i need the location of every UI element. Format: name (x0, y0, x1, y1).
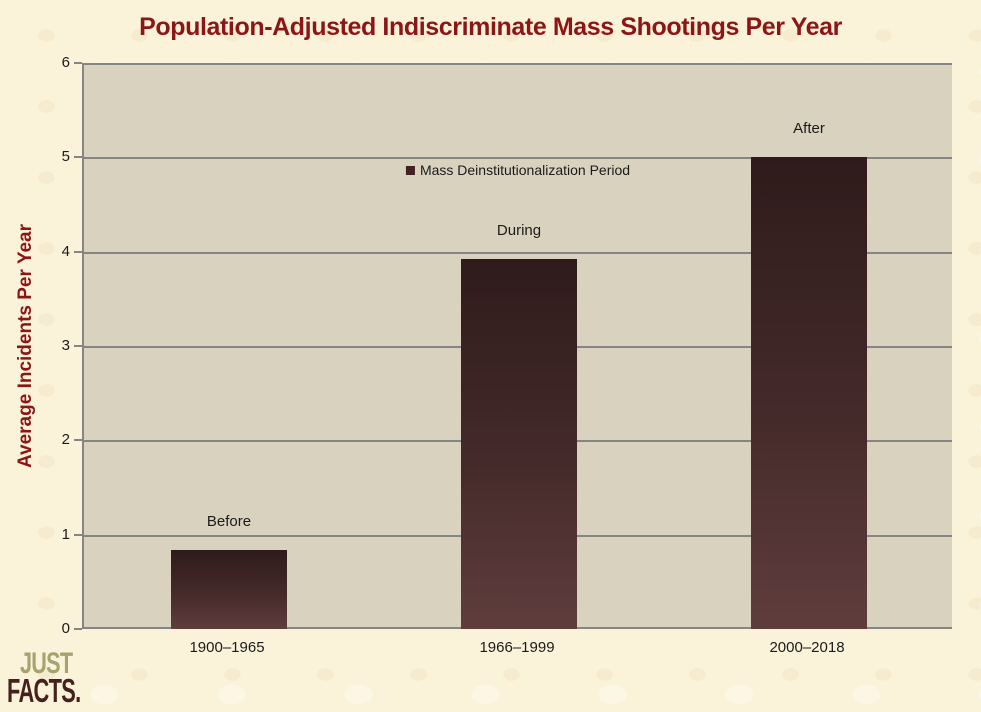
y-tick-mark (74, 251, 82, 253)
y-tick-label: 6 (61, 54, 70, 71)
x-tick-label: 1966–1999 (479, 639, 555, 656)
y-tick-mark (74, 156, 82, 158)
y-tick-label: 5 (61, 148, 70, 165)
gridline-y5 (84, 157, 952, 159)
x-tick-label: 1900–1965 (189, 639, 265, 656)
y-tick-label: 3 (61, 337, 70, 354)
legend-marker-icon (405, 165, 415, 175)
bar-label-after: After (793, 120, 825, 137)
y-tick-mark (74, 439, 82, 441)
y-tick-mark (74, 628, 82, 630)
y-tick-label: 4 (61, 243, 70, 260)
legend-label: Mass Deinstitutionalization Period (419, 162, 631, 178)
y-axis-title: Average Incidents Per Year (15, 224, 36, 468)
bar-after (751, 157, 867, 629)
legend: Mass Deinstitutionalization Period (405, 162, 631, 178)
x-tick-label: 2000–2018 (769, 639, 845, 656)
chart-title: Population-Adjusted Indiscriminate Mass … (139, 13, 842, 41)
bar-label-before: Before (206, 513, 252, 530)
justfacts-logo: JUST FACTS. (7, 647, 118, 709)
gridline-y4 (84, 252, 952, 254)
bar-during (461, 259, 577, 629)
plot-area: Before During After Mass Deinstitutionaliz… (82, 63, 952, 629)
y-tick-mark (74, 62, 82, 64)
bar-before (171, 550, 287, 629)
logo-just-text: JUST (20, 647, 73, 680)
logo-facts-text: FACTS. (7, 672, 81, 709)
y-tick-mark (74, 534, 82, 536)
gridline-y6 (84, 63, 952, 65)
y-tick-mark (74, 345, 82, 347)
y-tick-label: 0 (61, 620, 70, 637)
bar-label-during: During (496, 222, 542, 239)
y-tick-label: 2 (61, 431, 70, 448)
y-tick-label: 1 (61, 526, 70, 543)
